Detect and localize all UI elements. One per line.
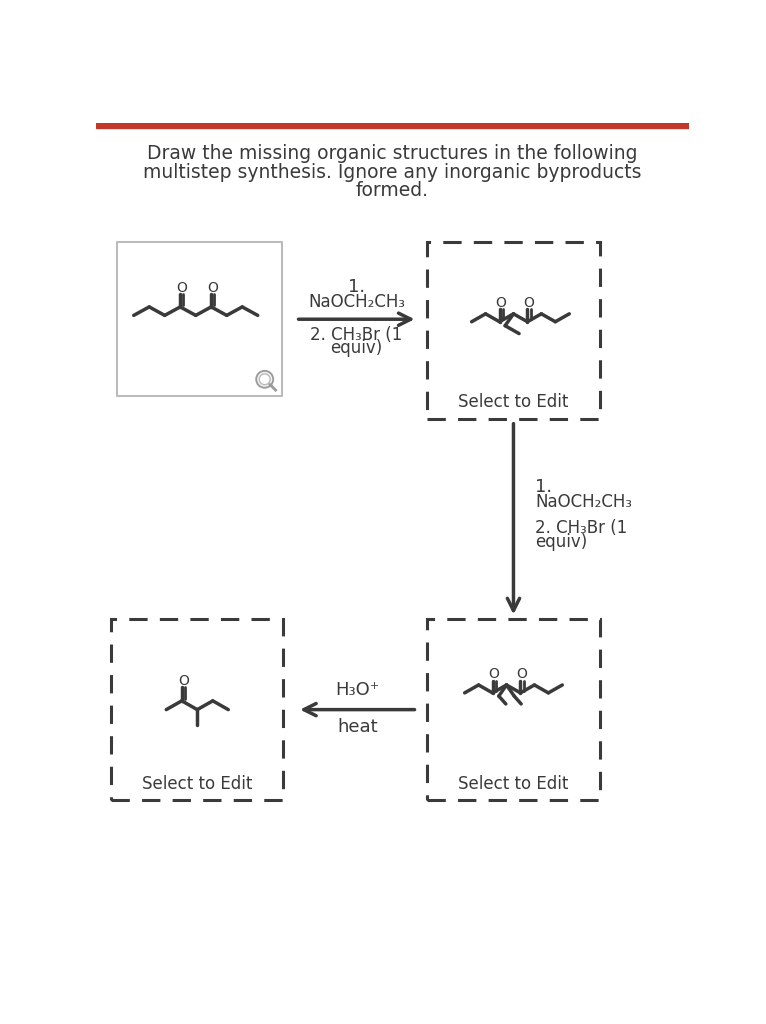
Text: heat: heat xyxy=(337,718,378,735)
Bar xyxy=(117,243,282,396)
Text: O: O xyxy=(496,296,506,310)
Circle shape xyxy=(259,374,270,385)
Text: 1.: 1. xyxy=(348,278,365,296)
Text: Select to Edit: Select to Edit xyxy=(458,774,568,793)
Text: multistep synthesis. Ignore any inorganic byproducts: multistep synthesis. Ignore any inorgani… xyxy=(143,163,642,182)
Bar xyxy=(111,618,283,801)
Text: O: O xyxy=(523,296,535,310)
Text: NaOCH₂CH₃: NaOCH₂CH₃ xyxy=(308,293,405,311)
Circle shape xyxy=(256,371,273,388)
Bar xyxy=(427,243,600,420)
Text: O: O xyxy=(489,668,499,681)
Bar xyxy=(427,618,600,801)
Text: NaOCH₂CH₃: NaOCH₂CH₃ xyxy=(535,494,632,511)
Text: O: O xyxy=(516,668,528,681)
Text: equiv): equiv) xyxy=(535,534,588,551)
Text: O: O xyxy=(176,281,187,295)
Text: H₃O⁺: H₃O⁺ xyxy=(336,681,379,698)
Text: formed.: formed. xyxy=(356,181,429,201)
Text: 2. CH₃Br (1: 2. CH₃Br (1 xyxy=(535,519,627,538)
Text: Select to Edit: Select to Edit xyxy=(142,774,253,793)
Bar xyxy=(96,123,689,128)
Text: Select to Edit: Select to Edit xyxy=(458,393,568,412)
Text: O: O xyxy=(178,674,188,688)
Text: equiv): equiv) xyxy=(330,340,383,357)
Text: 2. CH₃Br (1: 2. CH₃Br (1 xyxy=(310,326,403,344)
Text: O: O xyxy=(208,281,218,295)
Text: Draw the missing organic structures in the following: Draw the missing organic structures in t… xyxy=(147,144,638,164)
Text: 1.: 1. xyxy=(535,478,552,496)
